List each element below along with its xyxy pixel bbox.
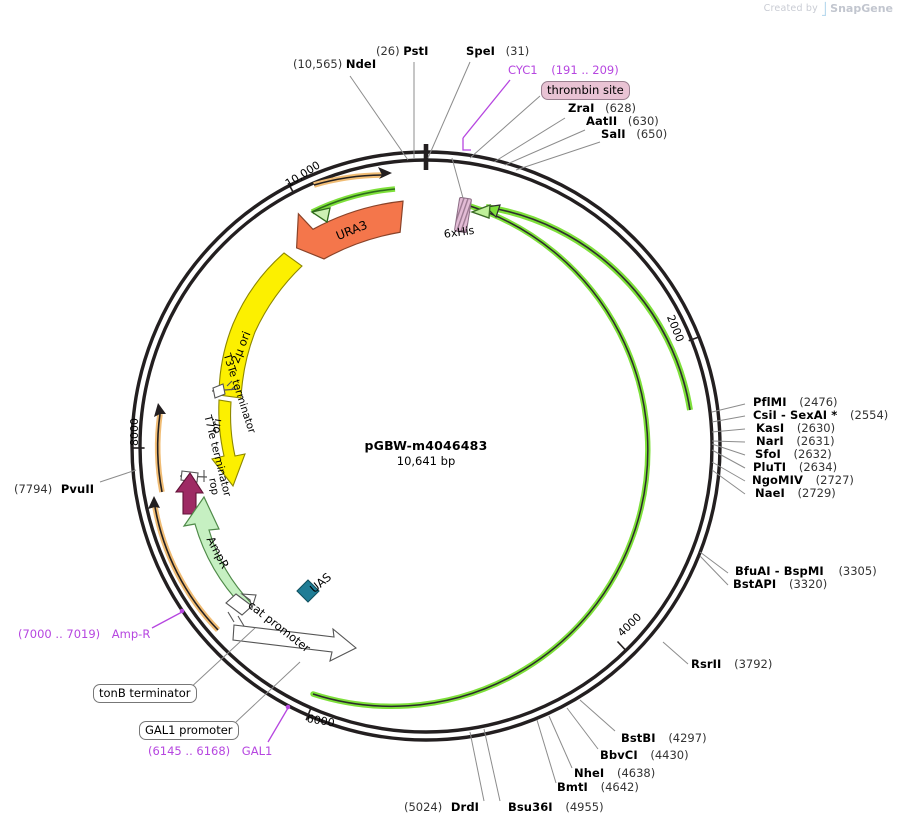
feature-label-gal1-promoter[interactable]: GAL1 promoter	[139, 721, 239, 740]
watermark-prefix: Created by	[763, 3, 818, 14]
enzyme-label-bbvci[interactable]: BbvCI (4430)	[600, 748, 689, 762]
primer-label-cyc1[interactable]: CYC1 (191 .. 209)	[508, 63, 619, 77]
enzyme-label-bsu36i[interactable]: Bsu36I (4955)	[508, 800, 604, 814]
enzyme-label-kasi[interactable]: KasI (2630)	[756, 421, 836, 435]
feature-6xhis	[451, 157, 472, 234]
plasmid-size: 10,641 bp	[396, 454, 456, 468]
enzyme-label-pflmi[interactable]: PflMI (2476)	[753, 395, 838, 409]
enzyme-label-nhei[interactable]: NheI (4638)	[574, 766, 656, 780]
enzyme-label-bstapi[interactable]: BstAPI (3320)	[733, 577, 828, 591]
ruler-ticks	[132, 182, 701, 721]
watermark-brand: SnapGene	[830, 2, 893, 15]
leader-lines	[99, 61, 746, 802]
ampr-promoter-arcs	[148, 403, 221, 632]
his-translation-arrow	[469, 203, 693, 411]
feature-t3te-terminator	[211, 380, 239, 399]
enzyme-label-sali[interactable]: SalI (650)	[601, 127, 668, 141]
enzyme-label-rsrii[interactable]: RsrII (3792)	[691, 657, 773, 671]
feature-label-tonb-terminator[interactable]: tonB terminator	[93, 684, 197, 703]
feature-label-thrombin-site[interactable]: thrombin site	[541, 81, 630, 100]
feature-cat-promoter	[225, 593, 358, 663]
enzyme-label-psti[interactable]: (26) PstI	[376, 44, 429, 58]
feature-ori	[211, 399, 246, 488]
primer-leader-lines	[151, 79, 511, 743]
feature-uas	[296, 579, 320, 603]
enzyme-label-drdi[interactable]: (5024) DrdI	[404, 800, 480, 814]
primer-label-gal1[interactable]: (6145 .. 6168) GAL1	[148, 744, 273, 758]
enzyme-label-bstbi[interactable]: BstBI (4297)	[621, 731, 707, 745]
enzyme-label-ngomiv[interactable]: NgoMIV (2727)	[752, 473, 854, 487]
enzyme-label-bmti[interactable]: BmtI (4642)	[557, 780, 639, 794]
enzyme-label-pvuii[interactable]: (7794) PvuII	[14, 482, 95, 496]
enzyme-label-naei[interactable]: NaeI (2729)	[755, 486, 836, 500]
snapgene-watermark: Created by ⎦ SnapGene	[764, 2, 893, 15]
feature-ura3	[295, 200, 404, 260]
enzyme-label-aatii[interactable]: AatII (630)	[586, 114, 659, 128]
enzyme-label-spei[interactable]: SpeI (31)	[466, 44, 530, 58]
primer-label-amp-r[interactable]: (7000 .. 7019) Amp-R	[18, 627, 151, 641]
enzyme-label-ndei[interactable]: (10,565) NdeI	[293, 57, 377, 71]
green-sequence-arc-core	[312, 205, 649, 708]
enzyme-label-pluti[interactable]: PluTI (2634)	[753, 460, 838, 474]
snapgene-pin-icon: ⎦	[820, 1, 828, 16]
enzyme-label-bfuai-bspmi[interactable]: BfuAI - BspMI (3305)	[735, 564, 877, 578]
plasmid-title-block: pGBW-m4046483 10,641 bp	[326, 438, 526, 468]
enzyme-label-zrai[interactable]: ZraI (628)	[568, 101, 637, 115]
enzyme-label-nari[interactable]: NarI (2631)	[756, 434, 835, 448]
ura3-promoter-arrow	[313, 167, 392, 188]
enzyme-label-sfoi[interactable]: SfoI (2632)	[755, 447, 832, 461]
enzyme-label-csii-sexai[interactable]: CsiI - SexAI * (2554)	[753, 408, 889, 422]
ura3-transcript-arrow	[310, 186, 396, 224]
page-title: pGBW-m4046483	[364, 438, 488, 453]
ruler-tick-8000: 8000	[128, 418, 141, 446]
